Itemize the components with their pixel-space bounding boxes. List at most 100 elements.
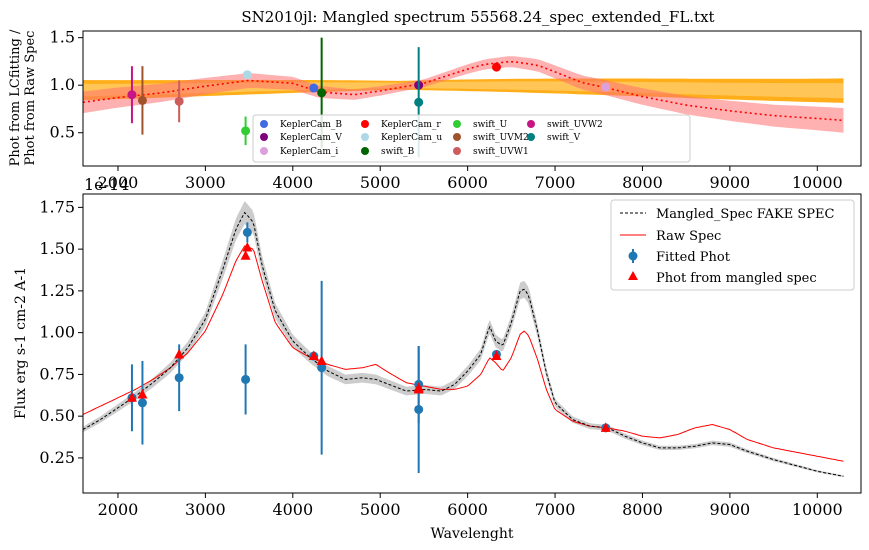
top-plot-area bbox=[83, 37, 844, 158]
mangled-phot-triangle bbox=[491, 350, 502, 361]
bottom-ytick-label: 1.25 bbox=[39, 281, 75, 300]
top-legend: KeplerCam_B KeplerCam_V KeplerCam_i KeplerC… bbox=[252, 114, 691, 163]
top-ytick-label: 1.0 bbox=[50, 75, 75, 94]
top-ylabel-line2: Phot from Raw Spec bbox=[23, 31, 38, 166]
mangled-phot-triangle bbox=[600, 422, 611, 432]
legend-label-raw-spec: Raw Spec bbox=[656, 229, 721, 244]
legend-marker-swift_B bbox=[361, 147, 369, 155]
bottom-frame bbox=[82, 193, 862, 494]
legend-label-KeplerCam_V: KeplerCam_V bbox=[280, 133, 342, 143]
top-frame bbox=[82, 30, 862, 167]
mangled-phot-triangle bbox=[174, 348, 185, 359]
point-KeplerCam_u bbox=[242, 70, 252, 80]
legend-marker-KeplerCam_r bbox=[361, 120, 369, 128]
legend-label-swift_U: swift_U bbox=[473, 120, 508, 130]
top-xtick-label: 6000 bbox=[447, 173, 488, 192]
bottom-ytick-label: 0.75 bbox=[39, 364, 75, 383]
bottom-legend: Mangled_Spec FAKE SPEC Raw Spec Fitted Pho… bbox=[610, 199, 855, 291]
bottom-xtick-label: 6000 bbox=[447, 500, 488, 519]
top-xtick-label: 4000 bbox=[272, 173, 313, 192]
fitted-phot-point bbox=[317, 363, 327, 373]
top-xtick-label: 2000 bbox=[98, 173, 139, 192]
top-ytick-label: 0.5 bbox=[50, 123, 75, 142]
legend-label-KeplerCam_r: KeplerCam_r bbox=[381, 120, 441, 130]
bottom-xtick-label: 2000 bbox=[98, 500, 139, 519]
point-KeplerCam_i bbox=[601, 82, 611, 92]
legend-marker-swift_UVW1 bbox=[453, 147, 461, 155]
bottom-xtick-label: 3000 bbox=[185, 500, 226, 519]
figure-title: SN2010jl: Mangled spectrum 55568.24_spec… bbox=[241, 8, 714, 26]
bottom-ytick-label: 1.75 bbox=[39, 197, 75, 216]
bottom-ytick-label: 0.50 bbox=[39, 406, 75, 425]
legend-marker-mangled-phot bbox=[628, 271, 638, 280]
bottom-xtick-label: 9000 bbox=[710, 500, 751, 519]
top-xtick-label: 7000 bbox=[535, 173, 576, 192]
mangled-phot-triangle bbox=[413, 382, 424, 392]
legend-marker-KeplerCam_i bbox=[260, 147, 268, 155]
legend-label-KeplerCam_B: KeplerCam_B bbox=[280, 120, 342, 130]
ratio-uncertainty-band bbox=[83, 56, 844, 133]
mangled-phot-triangle bbox=[316, 355, 327, 366]
legend-marker-swift_UVW2 bbox=[527, 120, 535, 128]
legend-marker-swift_U bbox=[453, 120, 461, 128]
bottom-xtick-label: 10000 bbox=[792, 500, 843, 519]
point-KeplerCam_r bbox=[491, 62, 501, 72]
raw-spec-line bbox=[83, 245, 844, 462]
legend-label-swift_V: swift_V bbox=[547, 133, 581, 143]
bottom-xtick-label: 5000 bbox=[360, 500, 401, 519]
point-swift_UVM2 bbox=[137, 95, 147, 105]
fitted-phot-point bbox=[242, 227, 252, 237]
legend-label-KeplerCam_u: KeplerCam_u bbox=[381, 133, 442, 143]
mangled-phot-triangle bbox=[126, 392, 137, 402]
legend-label-fake-spec: Mangled_Spec FAKE SPEC bbox=[656, 207, 835, 222]
bottom-xtick-label: 7000 bbox=[535, 500, 576, 519]
bottom-ytick-label: 0.25 bbox=[39, 448, 75, 467]
mangled-phot-triangle bbox=[242, 241, 253, 252]
point-swift_B bbox=[317, 88, 327, 98]
bottom-xlabel: Wavelenght bbox=[430, 526, 513, 542]
bottom-xtick-label: 4000 bbox=[272, 500, 313, 519]
top-xtick-label: 9000 bbox=[710, 173, 751, 192]
point-swift_UVW1 bbox=[174, 96, 184, 106]
top-ylabel-line1: Phot from LCfitting / bbox=[8, 29, 23, 166]
top-offset-text: 1e-14 bbox=[84, 175, 129, 194]
bottom-xtick-label: 8000 bbox=[622, 500, 663, 519]
legend-marker-KeplerCam_V bbox=[260, 133, 268, 141]
fitted-phot-point bbox=[241, 374, 251, 384]
legend-label-swift_B: swift_B bbox=[381, 147, 415, 157]
legend-marker-KeplerCam_u bbox=[361, 133, 369, 141]
top-ytick-label: 1.5 bbox=[50, 28, 75, 47]
legend-label-mangled-phot: Phot from mangled spec bbox=[656, 271, 817, 286]
point-swift_V bbox=[414, 97, 424, 107]
top-xtick-label: 8000 bbox=[622, 173, 663, 192]
mangled-phot-triangle bbox=[308, 350, 319, 361]
mangled-phot-triangle bbox=[240, 250, 251, 260]
legend-marker-swift_V bbox=[527, 133, 535, 141]
bottom-legend-frame bbox=[610, 199, 855, 291]
top-xtick-label: 10000 bbox=[792, 173, 843, 192]
point-swift_U bbox=[241, 126, 251, 136]
legend-label-KeplerCam_i: KeplerCam_i bbox=[280, 147, 338, 157]
bottom-ytick-label: 1.00 bbox=[39, 323, 75, 342]
top-xtick-label: 5000 bbox=[360, 173, 401, 192]
legend-label-swift_UVW2: swift_UVW2 bbox=[547, 120, 603, 130]
mangled-phot-triangle bbox=[137, 388, 148, 399]
top-ratio-plot: 2000 3000 4000 5000 6000 7000 8000 9000 10000 0.5… bbox=[8, 28, 862, 194]
fitted-phot-point bbox=[137, 398, 147, 408]
legend-label-swift_UVM2: swift_UVM2 bbox=[473, 133, 529, 143]
fitted-phot-point bbox=[174, 373, 184, 383]
legend-label-fitted-phot: Fitted Phot bbox=[656, 250, 731, 265]
fake-spec-line bbox=[83, 211, 844, 477]
bottom-ytick-label: 1.50 bbox=[39, 239, 75, 258]
legend-marker-fitted-phot bbox=[628, 251, 638, 261]
bottom-flux-plot: 2000 3000 4000 5000 6000 7000 8000 9000 10000 0.2… bbox=[13, 193, 862, 542]
point-swift_UVW2 bbox=[127, 90, 137, 100]
legend-marker-KeplerCam_B bbox=[260, 120, 268, 128]
bottom-ylabel: Flux erg s-1 cm-2 A-1 bbox=[13, 267, 29, 419]
legend-label-swift_UVW1: swift_UVW1 bbox=[473, 147, 529, 157]
legend-marker-swift_UVM2 bbox=[453, 133, 461, 141]
point-KeplerCam_B bbox=[309, 83, 319, 93]
mangling-ratio-curve bbox=[83, 61, 844, 122]
top-xtick-label: 3000 bbox=[185, 173, 226, 192]
